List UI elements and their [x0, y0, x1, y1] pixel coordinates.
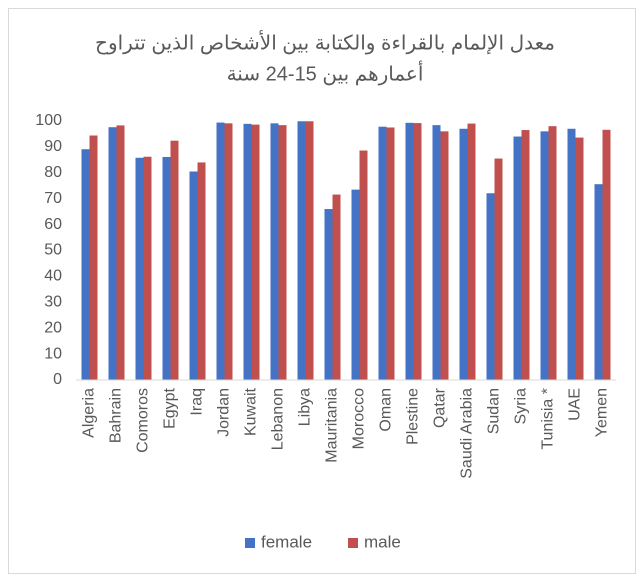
bar: [216, 122, 225, 380]
y-tick-label: 70: [44, 190, 62, 207]
bar: [324, 209, 333, 380]
y-tick-label: 50: [44, 242, 62, 259]
x-tick-label: Mauritania: [324, 388, 341, 463]
bar: [405, 122, 414, 381]
bar: [602, 129, 611, 380]
bar: [486, 193, 495, 380]
bar: [189, 171, 198, 380]
bar: [332, 194, 341, 380]
y-tick-label: 90: [44, 138, 62, 155]
bar: [440, 131, 449, 380]
y-tick-label: 20: [44, 319, 62, 336]
y-tick-label: 10: [44, 345, 62, 362]
bar: [386, 127, 395, 380]
bar: [567, 128, 576, 380]
legend-label: female: [261, 532, 312, 551]
bar: [162, 157, 171, 380]
bar: [197, 162, 206, 380]
bar: [305, 121, 314, 380]
x-tick-label: Egypt: [162, 387, 179, 428]
x-tick-label: Lebanon: [270, 388, 287, 450]
x-tick-label: Plestine: [405, 388, 422, 445]
bar: [108, 127, 117, 380]
bar: [494, 158, 503, 380]
x-tick-label: Iraq: [189, 388, 206, 416]
bar: [251, 124, 260, 380]
x-tick-label: Qatar: [432, 387, 449, 428]
bar: [513, 136, 522, 380]
bar: [170, 140, 179, 380]
bar: [135, 157, 144, 380]
x-tick-label: Algeria: [81, 388, 98, 438]
legend-swatch: [348, 538, 358, 548]
legend-label: male: [364, 532, 401, 551]
x-tick-label: Morocco: [351, 388, 368, 449]
bar: [575, 137, 584, 380]
x-tick-label: Tunisia *: [540, 388, 557, 450]
bar: [224, 123, 233, 381]
bar: [521, 130, 530, 380]
x-tick-label: Comoros: [135, 388, 152, 453]
bar: [81, 149, 90, 380]
bar: [548, 126, 557, 381]
bar: [243, 123, 252, 380]
bar: [459, 128, 468, 380]
chart-title: معدل الإلمام بالقراءة والكتابة بين الأشخ…: [95, 30, 555, 54]
bar: [413, 123, 422, 381]
y-tick-label: 100: [35, 112, 62, 129]
bar: [378, 126, 387, 380]
x-tick-label: Kuwait: [243, 387, 260, 436]
bar: [143, 156, 152, 380]
bar: [467, 123, 476, 380]
y-tick-label: 40: [44, 268, 62, 285]
x-tick-label: Syria: [513, 388, 530, 425]
y-tick-label: 30: [44, 294, 62, 311]
bar: [278, 125, 287, 380]
x-tick-label: Yemen: [594, 388, 611, 437]
legend-swatch: [245, 538, 255, 548]
bar: [89, 135, 98, 380]
x-tick-label: Sudan: [486, 388, 503, 434]
x-tick-label: Saudi Arabia: [459, 388, 476, 479]
y-tick-label: 60: [44, 216, 62, 233]
bar: [116, 125, 125, 380]
x-tick-label: Jordan: [216, 388, 233, 437]
bar: [351, 189, 360, 380]
bar: [270, 123, 279, 381]
x-tick-label: Libya: [297, 388, 314, 426]
x-tick-label: Bahrain: [108, 388, 125, 443]
bar: [432, 125, 441, 380]
bar: [594, 184, 603, 380]
bar: [359, 150, 368, 380]
bar: [297, 121, 306, 380]
x-tick-label: UAE: [567, 388, 584, 421]
chart-title: أعمارهم بين 15-24 سنة: [227, 60, 424, 85]
x-tick-label: Oman: [378, 388, 395, 432]
y-tick-label: 80: [44, 164, 62, 181]
y-tick-label: 0: [53, 371, 62, 388]
bar: [540, 131, 549, 380]
